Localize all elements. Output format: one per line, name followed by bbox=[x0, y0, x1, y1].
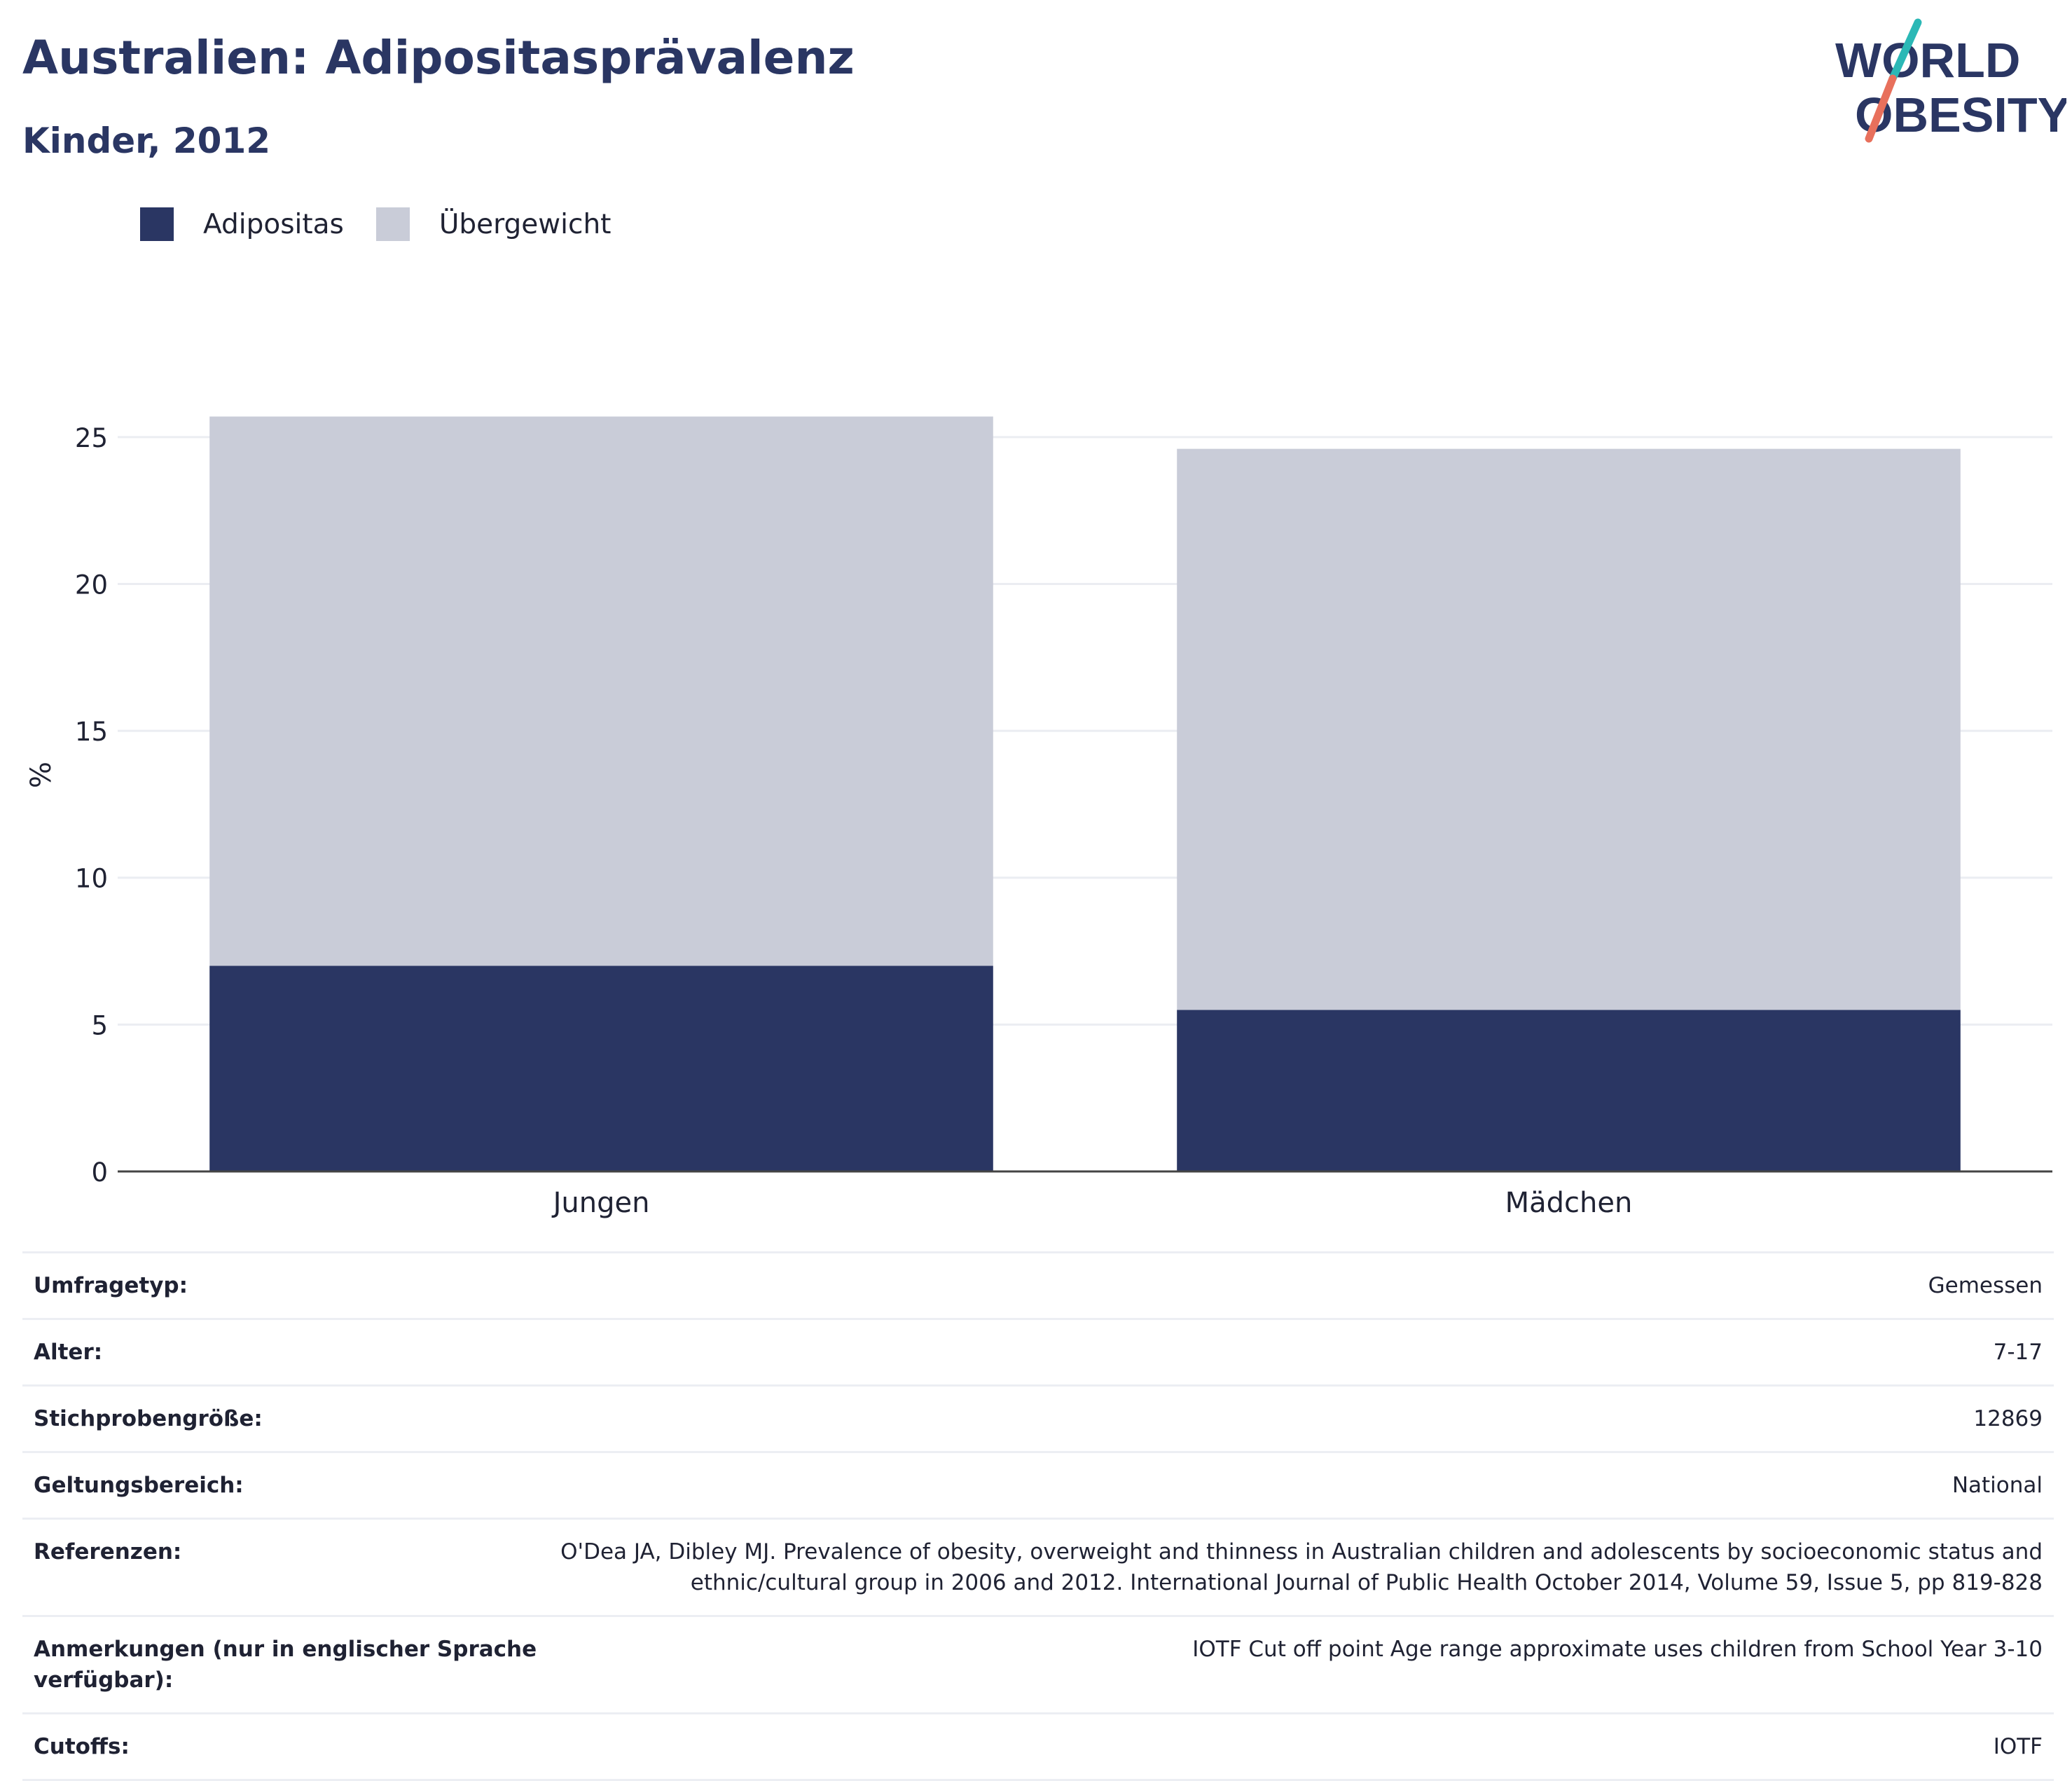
chart-subtitle: Kinder, 2012 bbox=[22, 121, 271, 161]
bar-adipositas bbox=[1177, 1010, 1961, 1171]
legend-item-uebergewicht[interactable]: Übergewicht bbox=[375, 207, 612, 241]
x-tick-label: Jungen bbox=[551, 1187, 650, 1219]
info-row: Alter: 7-17 bbox=[22, 1319, 2054, 1386]
bar-uebergewicht bbox=[209, 416, 993, 966]
info-row: Stichprobengröße: 12869 bbox=[22, 1385, 2054, 1452]
logo-text-world: WORLD bbox=[1835, 33, 2020, 88]
info-value: O'Dea JA, Dibley MJ. Prevalence of obesi… bbox=[560, 1539, 2043, 1595]
x-tick-label: Mädchen bbox=[1505, 1187, 1633, 1219]
info-value: 7-17 bbox=[1993, 1340, 2043, 1365]
legend-swatch-adipositas bbox=[140, 207, 174, 241]
info-label: Alter: bbox=[34, 1340, 103, 1365]
legend-label-adipositas: Adipositas bbox=[203, 208, 344, 240]
chart-title: Australien: Adipositasprävalenz bbox=[22, 31, 855, 85]
y-tick-label: 5 bbox=[91, 1010, 108, 1040]
logo-slash-top bbox=[1888, 18, 1922, 83]
survey-info-table: Umfragetyp: Gemessen Alter: 7-17 Stichproben… bbox=[22, 1251, 2054, 1781]
logo-text-obesity: OBESITY bbox=[1855, 88, 2066, 142]
bar-adipositas bbox=[209, 965, 993, 1171]
info-row: Anmerkungen (nur in englischer Sprache v… bbox=[22, 1616, 2054, 1714]
logo-slash-bottom bbox=[1865, 74, 1897, 143]
info-label: Referenzen: bbox=[34, 1539, 182, 1565]
y-tick-label: 25 bbox=[75, 423, 108, 453]
y-tick-label: 20 bbox=[75, 570, 108, 600]
info-row: Referenzen: O'Dea JA, Dibley MJ. Prevalen… bbox=[22, 1518, 2054, 1616]
info-label: Umfragetyp: bbox=[34, 1273, 188, 1298]
info-value: IOTF bbox=[1993, 1734, 2043, 1759]
y-tick-label: 15 bbox=[75, 717, 108, 747]
legend-item-adipositas[interactable]: Adipositas bbox=[140, 207, 344, 241]
info-value: National bbox=[1952, 1473, 2043, 1498]
info-value: 12869 bbox=[1973, 1406, 2043, 1431]
info-label: Geltungsbereich: bbox=[34, 1473, 244, 1498]
legend-swatch-uebergewicht bbox=[375, 207, 410, 241]
info-label: Anmerkungen (nur in englischer Sprache v… bbox=[34, 1637, 537, 1693]
info-value: Gemessen bbox=[1928, 1273, 2043, 1298]
info-row: Umfragetyp: Gemessen bbox=[22, 1252, 2054, 1319]
y-tick-label: 0 bbox=[91, 1157, 108, 1188]
y-tick-label: 10 bbox=[75, 864, 108, 894]
info-label: Cutoffs: bbox=[34, 1734, 130, 1759]
world-obesity-logo: WORLD OBESITY bbox=[1835, 18, 2066, 143]
bar-uebergewicht bbox=[1177, 448, 1961, 1010]
info-row: Geltungsbereich: National bbox=[22, 1452, 2054, 1519]
info-label: Stichprobengröße: bbox=[34, 1406, 263, 1431]
legend-label-uebergewicht: Übergewicht bbox=[438, 208, 612, 240]
info-value: IOTF Cut off point Age range approximate… bbox=[1192, 1637, 2043, 1662]
info-row: Cutoffs: IOTF bbox=[22, 1713, 2054, 1780]
chart-legend: Adipositas Übergewicht bbox=[140, 207, 643, 241]
stacked-bar-chart: 0 5 10 15 20 25 Jungen Mädchen% bbox=[25, 416, 2052, 1219]
y-axis-label: % bbox=[25, 762, 57, 788]
